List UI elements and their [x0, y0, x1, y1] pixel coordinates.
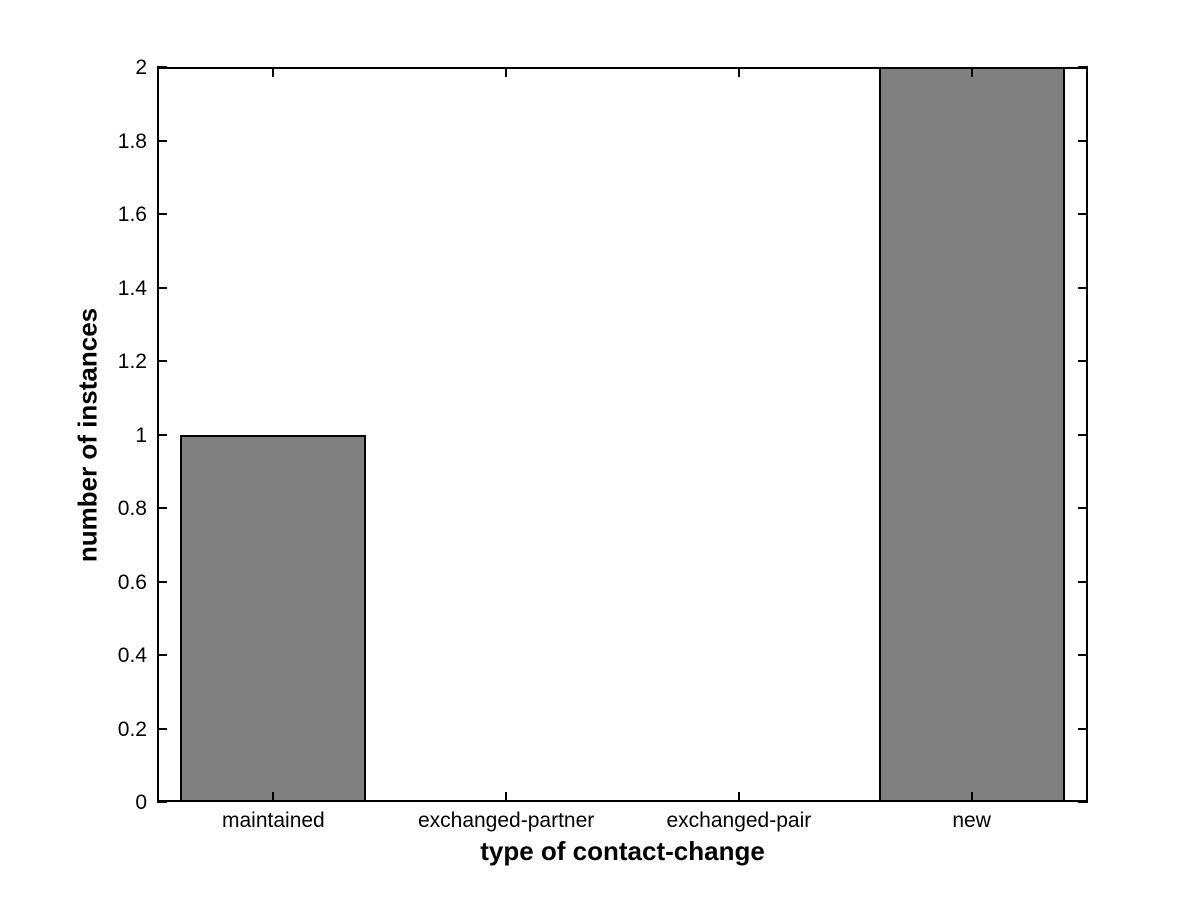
x-tick-bottom [505, 792, 508, 802]
y-tick-right [1078, 801, 1088, 803]
y-tick-left [157, 139, 167, 142]
x-tick-label: exchanged-partner [417, 809, 595, 832]
x-tick-top [272, 67, 275, 77]
x-tick-bottom [272, 792, 275, 802]
y-tick-label: 0.8 [117, 497, 147, 520]
y-tick-label: 0.4 [117, 644, 147, 667]
bar-maintained [180, 434, 367, 802]
y-tick-left [157, 654, 167, 656]
y-tick-right [1078, 580, 1088, 583]
x-tick-top [505, 67, 508, 77]
x-tick-bottom [970, 792, 973, 802]
x-tick-label: new [952, 809, 991, 832]
y-tick-left [157, 727, 167, 730]
y-axis-label: number of instances [72, 307, 103, 563]
x-tick-top [737, 67, 740, 77]
y-tick-label: 0.6 [117, 570, 147, 594]
y-tick-left [157, 213, 167, 215]
y-tick-left [157, 507, 167, 509]
y-tick-right [1078, 360, 1088, 362]
y-tick-right [1078, 727, 1088, 730]
y-tick-label: 0.2 [117, 717, 147, 741]
y-tick-label: 1.2 [117, 350, 147, 373]
y-tick-label: 1.6 [117, 203, 147, 226]
x-tick-bottom [737, 792, 740, 802]
y-tick-right [1078, 139, 1088, 142]
y-tick-right [1078, 66, 1088, 68]
y-tick-left [157, 580, 167, 583]
x-tick-label: maintained [222, 809, 325, 832]
y-tick-label: 1.4 [117, 276, 147, 300]
y-tick-right [1078, 433, 1088, 436]
y-tick-right [1078, 507, 1088, 509]
y-tick-label: 1 [135, 423, 147, 447]
y-tick-left [157, 360, 167, 362]
y-tick-right [1078, 286, 1088, 289]
y-tick-left [157, 286, 167, 289]
y-tick-right [1078, 213, 1088, 215]
x-tick-top [970, 67, 973, 77]
y-tick-right [1078, 654, 1088, 656]
x-tick-label: exchanged-pair [666, 809, 812, 832]
y-tick-left [157, 433, 167, 436]
bar-new [878, 67, 1065, 802]
y-tick-left [157, 801, 167, 803]
y-tick-label: 1.8 [117, 129, 147, 153]
y-tick-label: 0 [135, 791, 147, 814]
y-tick-left [157, 66, 167, 68]
x-axis-label: type of contact-change [480, 836, 765, 866]
y-tick-label: 2 [135, 56, 147, 79]
